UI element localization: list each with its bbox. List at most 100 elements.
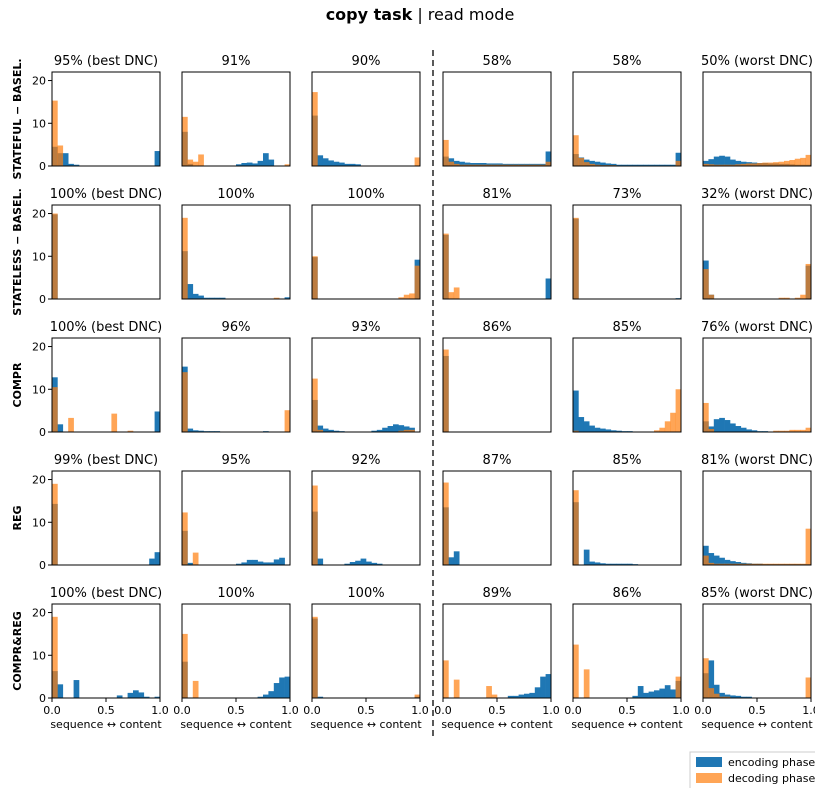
histogram-panel: 76% (worst DNC) <box>701 320 813 432</box>
histogram-panel: 100% (best DNC)010200.0 0.5 1.0sequence ↔ … <box>32 586 169 731</box>
encoding-bar <box>355 561 361 565</box>
panel-frame <box>182 471 290 565</box>
histogram-panel: 50% (worst DNC) <box>701 54 813 166</box>
encoding-bar <box>659 689 665 698</box>
histogram-panel: 85% <box>573 320 681 432</box>
panel-title: 81% <box>483 187 512 202</box>
panel-frame <box>703 604 811 698</box>
decoding-bar <box>665 421 671 432</box>
histogram-panel: 91% <box>182 54 290 166</box>
histogram-panel: 32% (worst DNC) <box>701 187 813 299</box>
panel-frame <box>443 72 551 166</box>
decoding-bar <box>443 660 449 698</box>
decoding-bar <box>415 695 421 698</box>
x-tick-label: 0.5 <box>97 704 115 717</box>
histogram-panel: 81% (worst DNC) <box>701 453 813 565</box>
encoding-bar <box>268 160 274 166</box>
encoding-bar <box>57 424 63 432</box>
encoding-bar <box>454 551 460 565</box>
y-tick-label: 10 <box>32 250 46 263</box>
x-tick-label: 0.0 <box>434 704 452 717</box>
panel-frame <box>443 338 551 432</box>
decoding-bar <box>703 658 709 698</box>
encoding-bar <box>258 562 264 565</box>
panel-frame <box>312 471 420 565</box>
x-tick-label: 0.0 <box>43 704 61 717</box>
panel-title: 58% <box>483 54 512 69</box>
x-tick-label: 0.0 <box>303 704 321 717</box>
decoding-bar <box>443 234 449 299</box>
histogram-panel: 99% (best DNC)01020 <box>32 453 160 572</box>
decoding-bar <box>779 162 785 166</box>
encoding-bar <box>74 680 80 698</box>
encoding-bar <box>448 557 454 565</box>
y-tick-label: 20 <box>32 208 46 221</box>
encoding-bar <box>63 153 69 166</box>
decoding-bar <box>312 379 318 432</box>
decoding-bar <box>670 413 676 432</box>
decoding-bar <box>454 287 460 299</box>
histogram-panel: 89%0.0 0.5 1.0sequence ↔ content <box>434 586 560 731</box>
encoding-bar <box>719 156 725 166</box>
x-tick-label: 0.5 <box>227 704 245 717</box>
panel-title: 89% <box>483 586 512 601</box>
panel-frame <box>443 471 551 565</box>
encoding-bar <box>133 690 139 698</box>
decoding-bar <box>182 634 188 698</box>
panel-title: 85% <box>613 453 642 468</box>
decoding-bar <box>312 617 318 698</box>
histogram-panel: 100% <box>312 187 420 299</box>
encoding-bar <box>535 687 541 698</box>
encoding-bar <box>252 560 258 565</box>
panel-title: 100% (best DNC) <box>50 586 163 601</box>
decoding-bar <box>708 688 714 698</box>
encoding-bar <box>714 556 720 565</box>
y-tick-label: 0 <box>39 293 46 306</box>
panel-frame <box>182 72 290 166</box>
decoding-bar <box>676 161 682 166</box>
legend-decoding-swatch <box>696 773 722 783</box>
panel-frame <box>703 471 811 565</box>
decoding-bar <box>584 162 590 166</box>
decoding-bar <box>68 418 74 432</box>
histogram-panel: 95% <box>182 453 290 565</box>
legend-encoding-label: encoding phase <box>728 756 815 769</box>
panel-frame <box>312 604 420 698</box>
encoding-bar <box>670 689 676 698</box>
y-tick-label: 20 <box>32 75 46 88</box>
encoding-bar <box>128 693 134 698</box>
decoding-bar <box>111 414 117 432</box>
encoding-bar <box>578 417 584 432</box>
decoding-bar <box>404 295 410 299</box>
encoding-bar <box>524 694 530 698</box>
encoding-bar <box>725 157 731 166</box>
decoding-bar <box>312 92 318 166</box>
encoding-bar <box>573 391 579 432</box>
decoding-bar <box>193 681 199 698</box>
decoding-bar <box>409 293 415 299</box>
encoding-bar <box>323 158 329 166</box>
legend-decoding-label: decoding phase <box>728 772 815 785</box>
histogram-panel: 92% <box>312 453 420 565</box>
decoding-bar <box>52 387 58 432</box>
panel-frame <box>182 338 290 432</box>
encoding-bar <box>519 695 525 698</box>
encoding-bar <box>382 428 388 432</box>
decoding-bar <box>806 155 812 166</box>
encoding-bar <box>279 677 285 698</box>
row-label: COMPR&REG <box>11 611 24 691</box>
encoding-bar <box>366 562 372 565</box>
encoding-bar <box>334 162 340 166</box>
x-tick-label: 0.5 <box>748 704 766 717</box>
encoding-bar <box>155 411 161 432</box>
x-tick-label: 1.0 <box>542 704 560 717</box>
panel-frame <box>703 72 811 166</box>
encoding-bar <box>714 419 720 432</box>
decoding-bar <box>187 160 193 166</box>
panel-title: 100% <box>347 187 384 202</box>
panel-title: 87% <box>483 453 512 468</box>
encoding-bar <box>735 426 741 432</box>
histogram-panel: 95% (best DNC) 0 10 20 <box>32 54 160 173</box>
panel-title: 85% <box>613 320 642 335</box>
encoding-bar <box>274 683 280 698</box>
